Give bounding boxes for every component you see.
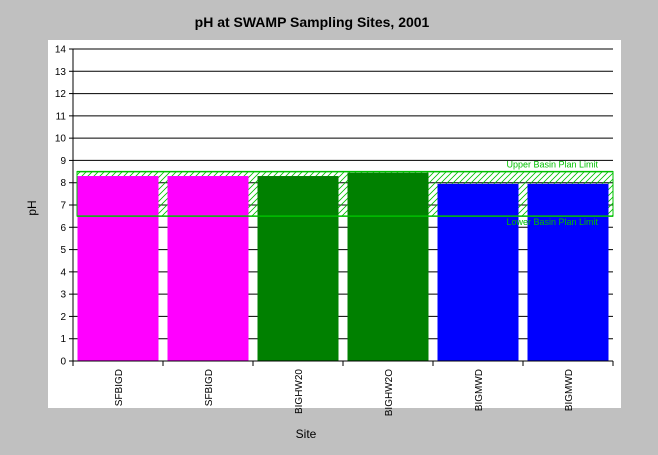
y-tick-label: 0	[60, 357, 66, 368]
x-tick-label: BIGMWD	[474, 369, 485, 411]
x-tick-label: SFBIGD	[204, 369, 215, 406]
y-tick-label: 4	[60, 267, 66, 278]
x-tick-label: BIGMWD	[564, 369, 575, 411]
limit-band-hatch	[76, 171, 614, 217]
x-tick-label: BIGHW20	[294, 369, 305, 414]
bar	[437, 183, 519, 361]
y-tick-label: 14	[55, 45, 67, 56]
y-axis-title: pH	[25, 200, 39, 215]
x-tick-label: SFBIGD	[114, 369, 125, 406]
y-tick-label: 6	[60, 223, 66, 234]
y-tick-label: 13	[55, 67, 67, 78]
upper-limit-label: Upper Basin Plan Limit	[506, 160, 598, 170]
chart-title: pH at SWAMP Sampling Sites, 2001	[195, 14, 430, 30]
x-axis-title: Site	[296, 427, 317, 441]
bar	[77, 176, 159, 361]
bar	[257, 176, 339, 361]
bars	[77, 172, 609, 361]
y-tick-label: 7	[60, 201, 66, 212]
y-tick-label: 2	[60, 312, 66, 323]
x-tick-label: BIGHW2O	[384, 369, 395, 416]
bar	[527, 183, 609, 361]
y-tick-label: 8	[60, 178, 66, 189]
lower-limit-label: Lower Basin Plan Limit	[506, 217, 598, 227]
basin-plan-limit-lines: Upper Basin Plan Limit Lower Basin Plan L…	[77, 160, 613, 227]
y-tick-label: 11	[56, 111, 67, 122]
bar	[167, 176, 249, 361]
y-tick-label: 5	[60, 245, 66, 256]
x-axis-ticks: SFBIGD SFBIGD BIGHW20 BIGHW2O BIGMWD BIGMWD	[72, 361, 614, 416]
y-tick-label: 3	[60, 290, 66, 301]
y-tick-label: 9	[60, 156, 66, 167]
y-tick-label: 12	[55, 89, 67, 100]
basin-plan-limit-band	[76, 171, 614, 217]
bar	[347, 172, 429, 361]
y-tick-label: 1	[60, 334, 66, 345]
y-tick-label: 10	[55, 134, 67, 145]
